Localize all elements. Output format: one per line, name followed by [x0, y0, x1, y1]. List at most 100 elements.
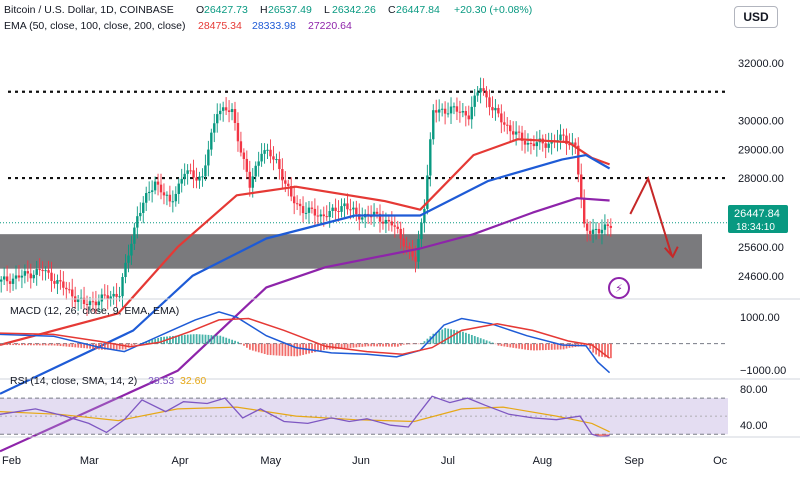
candle-body	[393, 225, 396, 227]
macd-histogram-bar	[175, 335, 177, 344]
macd-histogram-bar	[299, 343, 302, 356]
candle-body	[325, 216, 328, 218]
candle-body	[609, 225, 613, 228]
macd-histogram-bar	[272, 343, 275, 356]
macd-histogram-bar	[518, 343, 521, 349]
macd-histogram-bar	[83, 343, 86, 349]
candle-body	[461, 111, 465, 113]
candle-body	[443, 108, 447, 114]
macd-histogram-bar	[592, 343, 595, 353]
rsi-tick-label: 80.00	[740, 384, 768, 396]
macd-histogram-bar	[172, 335, 174, 344]
macd-histogram-bar	[488, 341, 491, 344]
candle-body	[11, 278, 15, 284]
currency-button[interactable]: USD	[734, 6, 778, 28]
macd-histogram-bar	[527, 343, 529, 351]
candle-body	[218, 110, 222, 115]
macd-histogram-bar	[53, 343, 56, 346]
macd-histogram-bar	[248, 343, 251, 350]
candle-body	[405, 246, 408, 248]
candle-body	[145, 193, 148, 203]
macd-histogram-bar	[219, 335, 222, 344]
macd-line	[0, 311, 611, 374]
macd-histogram-bar	[231, 339, 234, 344]
ohlc-label-h: H	[260, 4, 268, 16]
macd-histogram-bar	[189, 334, 192, 344]
macd-histogram-bar	[160, 337, 163, 344]
rsi-value-2: 32.60	[180, 375, 206, 387]
macd-histogram-bar	[358, 343, 361, 348]
month-tick-label: Mar	[80, 455, 99, 467]
macd-histogram-bar	[447, 328, 450, 344]
macd-histogram-bar	[565, 343, 568, 349]
macd-histogram-bar	[130, 343, 133, 346]
candle-body	[165, 194, 169, 196]
macd-histogram-bar	[453, 329, 455, 344]
candle-body	[467, 115, 470, 120]
candle-body	[532, 143, 536, 147]
candle-body	[133, 227, 136, 244]
macd-histogram-bar	[71, 343, 74, 348]
candle-body	[100, 294, 104, 302]
macd-histogram-bar	[556, 343, 559, 350]
candle-body	[139, 212, 142, 217]
candle-body	[17, 275, 21, 278]
macd-histogram-bar	[157, 337, 160, 344]
candle-body	[230, 109, 234, 112]
candle-body	[500, 113, 503, 123]
candle-body	[301, 206, 305, 214]
bar-countdown: 18:34:10	[736, 222, 775, 233]
last-price-value: 26447.84	[734, 208, 780, 220]
macd-histogram-bar	[290, 343, 293, 357]
candle-body	[207, 149, 210, 166]
candle-body	[319, 214, 323, 217]
macd-histogram-bar	[497, 343, 500, 346]
ema-value-3: 27220.64	[308, 20, 352, 32]
candle-body	[183, 173, 186, 179]
ema-line-1	[0, 138, 610, 346]
candle-body	[233, 109, 237, 124]
candle-body	[316, 215, 320, 217]
candle-body	[355, 207, 358, 215]
macd-histogram-bar	[317, 343, 319, 352]
macd-histogram-bar	[467, 333, 470, 344]
candle-body	[0, 279, 3, 282]
macd-histogram-bar	[38, 343, 41, 346]
macd-histogram-bar	[473, 336, 476, 344]
candle-body	[440, 108, 444, 110]
macd-histogram-bar	[192, 334, 195, 344]
candle-body	[426, 175, 429, 209]
macd-histogram-bar	[553, 343, 556, 350]
macd-histogram-bar	[103, 343, 106, 350]
candle-body	[41, 269, 44, 272]
candle-body	[103, 294, 106, 296]
macd-histogram-bar	[269, 343, 272, 356]
candle-body	[142, 202, 145, 213]
candle-body	[94, 301, 98, 306]
macd-histogram-bar	[352, 343, 355, 348]
candle-body	[331, 207, 334, 212]
month-tick-label: Jul	[441, 455, 455, 467]
candle-body	[127, 255, 130, 263]
candle-body	[26, 271, 30, 274]
macd-histogram-bar	[320, 343, 322, 351]
candle-body	[236, 123, 240, 142]
candle-body	[210, 132, 213, 150]
candle-body	[295, 203, 299, 205]
candle-body	[582, 197, 586, 224]
candle-body	[272, 156, 275, 160]
tradingview-lightning-icon[interactable]: ⚡	[608, 277, 630, 299]
candle-body	[242, 152, 246, 159]
macd-histogram-bar	[559, 343, 562, 350]
candle-body	[399, 228, 402, 239]
candle-body	[358, 214, 361, 220]
candle-body	[23, 271, 27, 276]
macd-histogram-bar	[74, 343, 77, 348]
candle-body	[562, 134, 565, 136]
forecast-arrowhead	[664, 246, 679, 259]
candle-body	[414, 256, 417, 262]
macd-legend-label: MACD (12, 26, close, 9, EMA, EMA)	[10, 305, 179, 317]
candle-body	[396, 226, 399, 229]
candle-body	[488, 97, 491, 108]
